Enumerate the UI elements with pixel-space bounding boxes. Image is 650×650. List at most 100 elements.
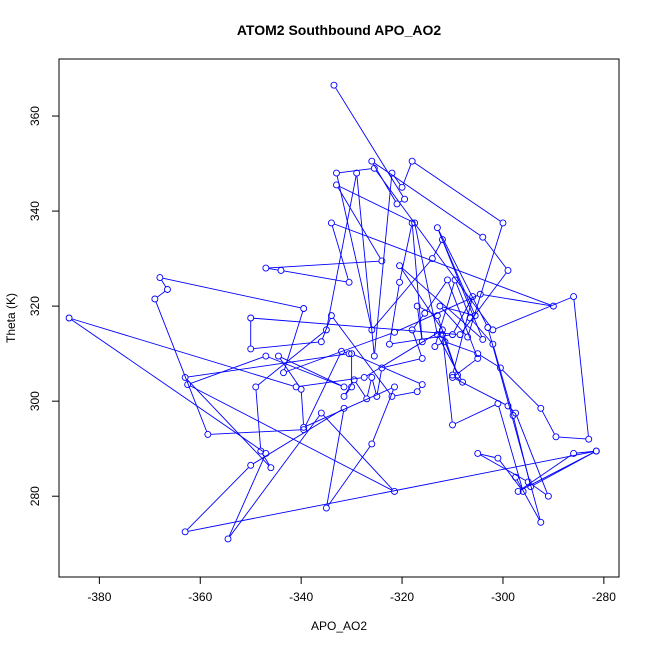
x-tick-label: -320 — [390, 590, 414, 604]
series-segment — [384, 358, 420, 368]
data-point — [340, 392, 348, 400]
data-point — [247, 345, 255, 353]
data-point — [441, 338, 449, 346]
data-point — [433, 224, 441, 232]
series-segment — [355, 382, 366, 397]
data-point — [391, 488, 398, 495]
data-point — [368, 157, 376, 165]
data-point — [408, 219, 416, 227]
y-axis: 280 300 320 340 360 — [28, 106, 60, 506]
series-segment — [448, 282, 478, 356]
series-segment — [455, 282, 470, 316]
data-point — [433, 312, 441, 320]
series-segment — [156, 290, 166, 298]
series-segment — [454, 359, 476, 376]
series-segment — [306, 387, 392, 427]
data-point — [333, 169, 340, 177]
series-segment — [190, 385, 393, 491]
data-point — [333, 181, 340, 189]
series-segment — [433, 242, 442, 257]
series-segment — [331, 225, 349, 280]
series-segment — [375, 170, 492, 328]
series-segment — [253, 317, 458, 335]
data-point — [340, 383, 348, 391]
data-point — [378, 364, 386, 372]
data-point — [224, 535, 232, 543]
series-segment — [394, 391, 415, 397]
data-point — [527, 483, 535, 491]
data-point — [396, 262, 403, 270]
series-segment — [493, 346, 513, 413]
series-segment — [576, 450, 594, 454]
data-point — [363, 395, 371, 403]
data-point — [378, 257, 386, 265]
series-segment — [483, 294, 551, 307]
data-point — [408, 157, 416, 165]
series-segment — [190, 356, 264, 384]
series-segment — [484, 239, 507, 269]
series-segment — [162, 277, 301, 309]
data-point — [322, 504, 330, 512]
data-point — [348, 383, 356, 391]
series-segment — [334, 223, 551, 306]
x-axis: -380 -360 -340 -320 -300 -280 — [87, 576, 616, 604]
series-segment — [397, 295, 478, 332]
data-point — [401, 195, 409, 203]
series-segment — [161, 279, 167, 288]
data-point — [544, 492, 552, 500]
data-point — [156, 274, 164, 282]
series-segment — [435, 282, 455, 344]
data-point — [494, 400, 502, 407]
data-point — [386, 340, 393, 348]
y-tick-label: 280 — [28, 486, 42, 506]
series-segment — [437, 342, 443, 346]
data-point — [519, 488, 527, 495]
data-point — [504, 402, 512, 410]
series-segment — [480, 354, 499, 367]
series-segment — [414, 225, 438, 332]
series-segment — [419, 306, 435, 315]
data-point — [512, 473, 520, 481]
series-segment — [471, 319, 492, 343]
data-point — [438, 236, 446, 244]
data-point — [514, 488, 522, 495]
series-segment — [356, 175, 375, 354]
series-segment — [71, 318, 294, 387]
series-segment — [332, 317, 391, 395]
data-point — [388, 392, 396, 400]
data-point — [585, 435, 593, 443]
series-segment — [426, 282, 447, 312]
data-point — [368, 440, 376, 448]
data-point — [280, 369, 287, 377]
data-point — [537, 404, 545, 412]
data-point — [398, 183, 406, 191]
data-point — [262, 352, 270, 360]
data-point — [479, 335, 487, 343]
series-segment — [488, 330, 541, 520]
series-segment — [372, 380, 377, 394]
series-segment — [499, 460, 522, 490]
series-segment — [399, 225, 412, 280]
series-segment — [376, 370, 382, 394]
data-point — [418, 354, 426, 362]
data-point — [292, 383, 300, 391]
y-tick-label: 320 — [28, 296, 42, 316]
data-point — [338, 347, 345, 355]
series-segment — [338, 185, 413, 223]
data-point — [431, 343, 439, 350]
data-point — [436, 302, 444, 310]
x-tick-label: -340 — [289, 590, 313, 604]
data-point — [433, 331, 441, 339]
data-point — [388, 169, 396, 177]
data-point — [449, 331, 456, 339]
data-point — [262, 264, 270, 272]
series-segment — [541, 410, 555, 435]
data-point — [438, 331, 446, 339]
series-segment — [322, 318, 331, 340]
series-segment — [268, 260, 379, 269]
data-point — [330, 81, 338, 89]
x-tick-label: -280 — [592, 590, 616, 604]
data-point — [428, 255, 436, 263]
series-segment — [418, 386, 421, 390]
series-segment — [268, 356, 342, 387]
